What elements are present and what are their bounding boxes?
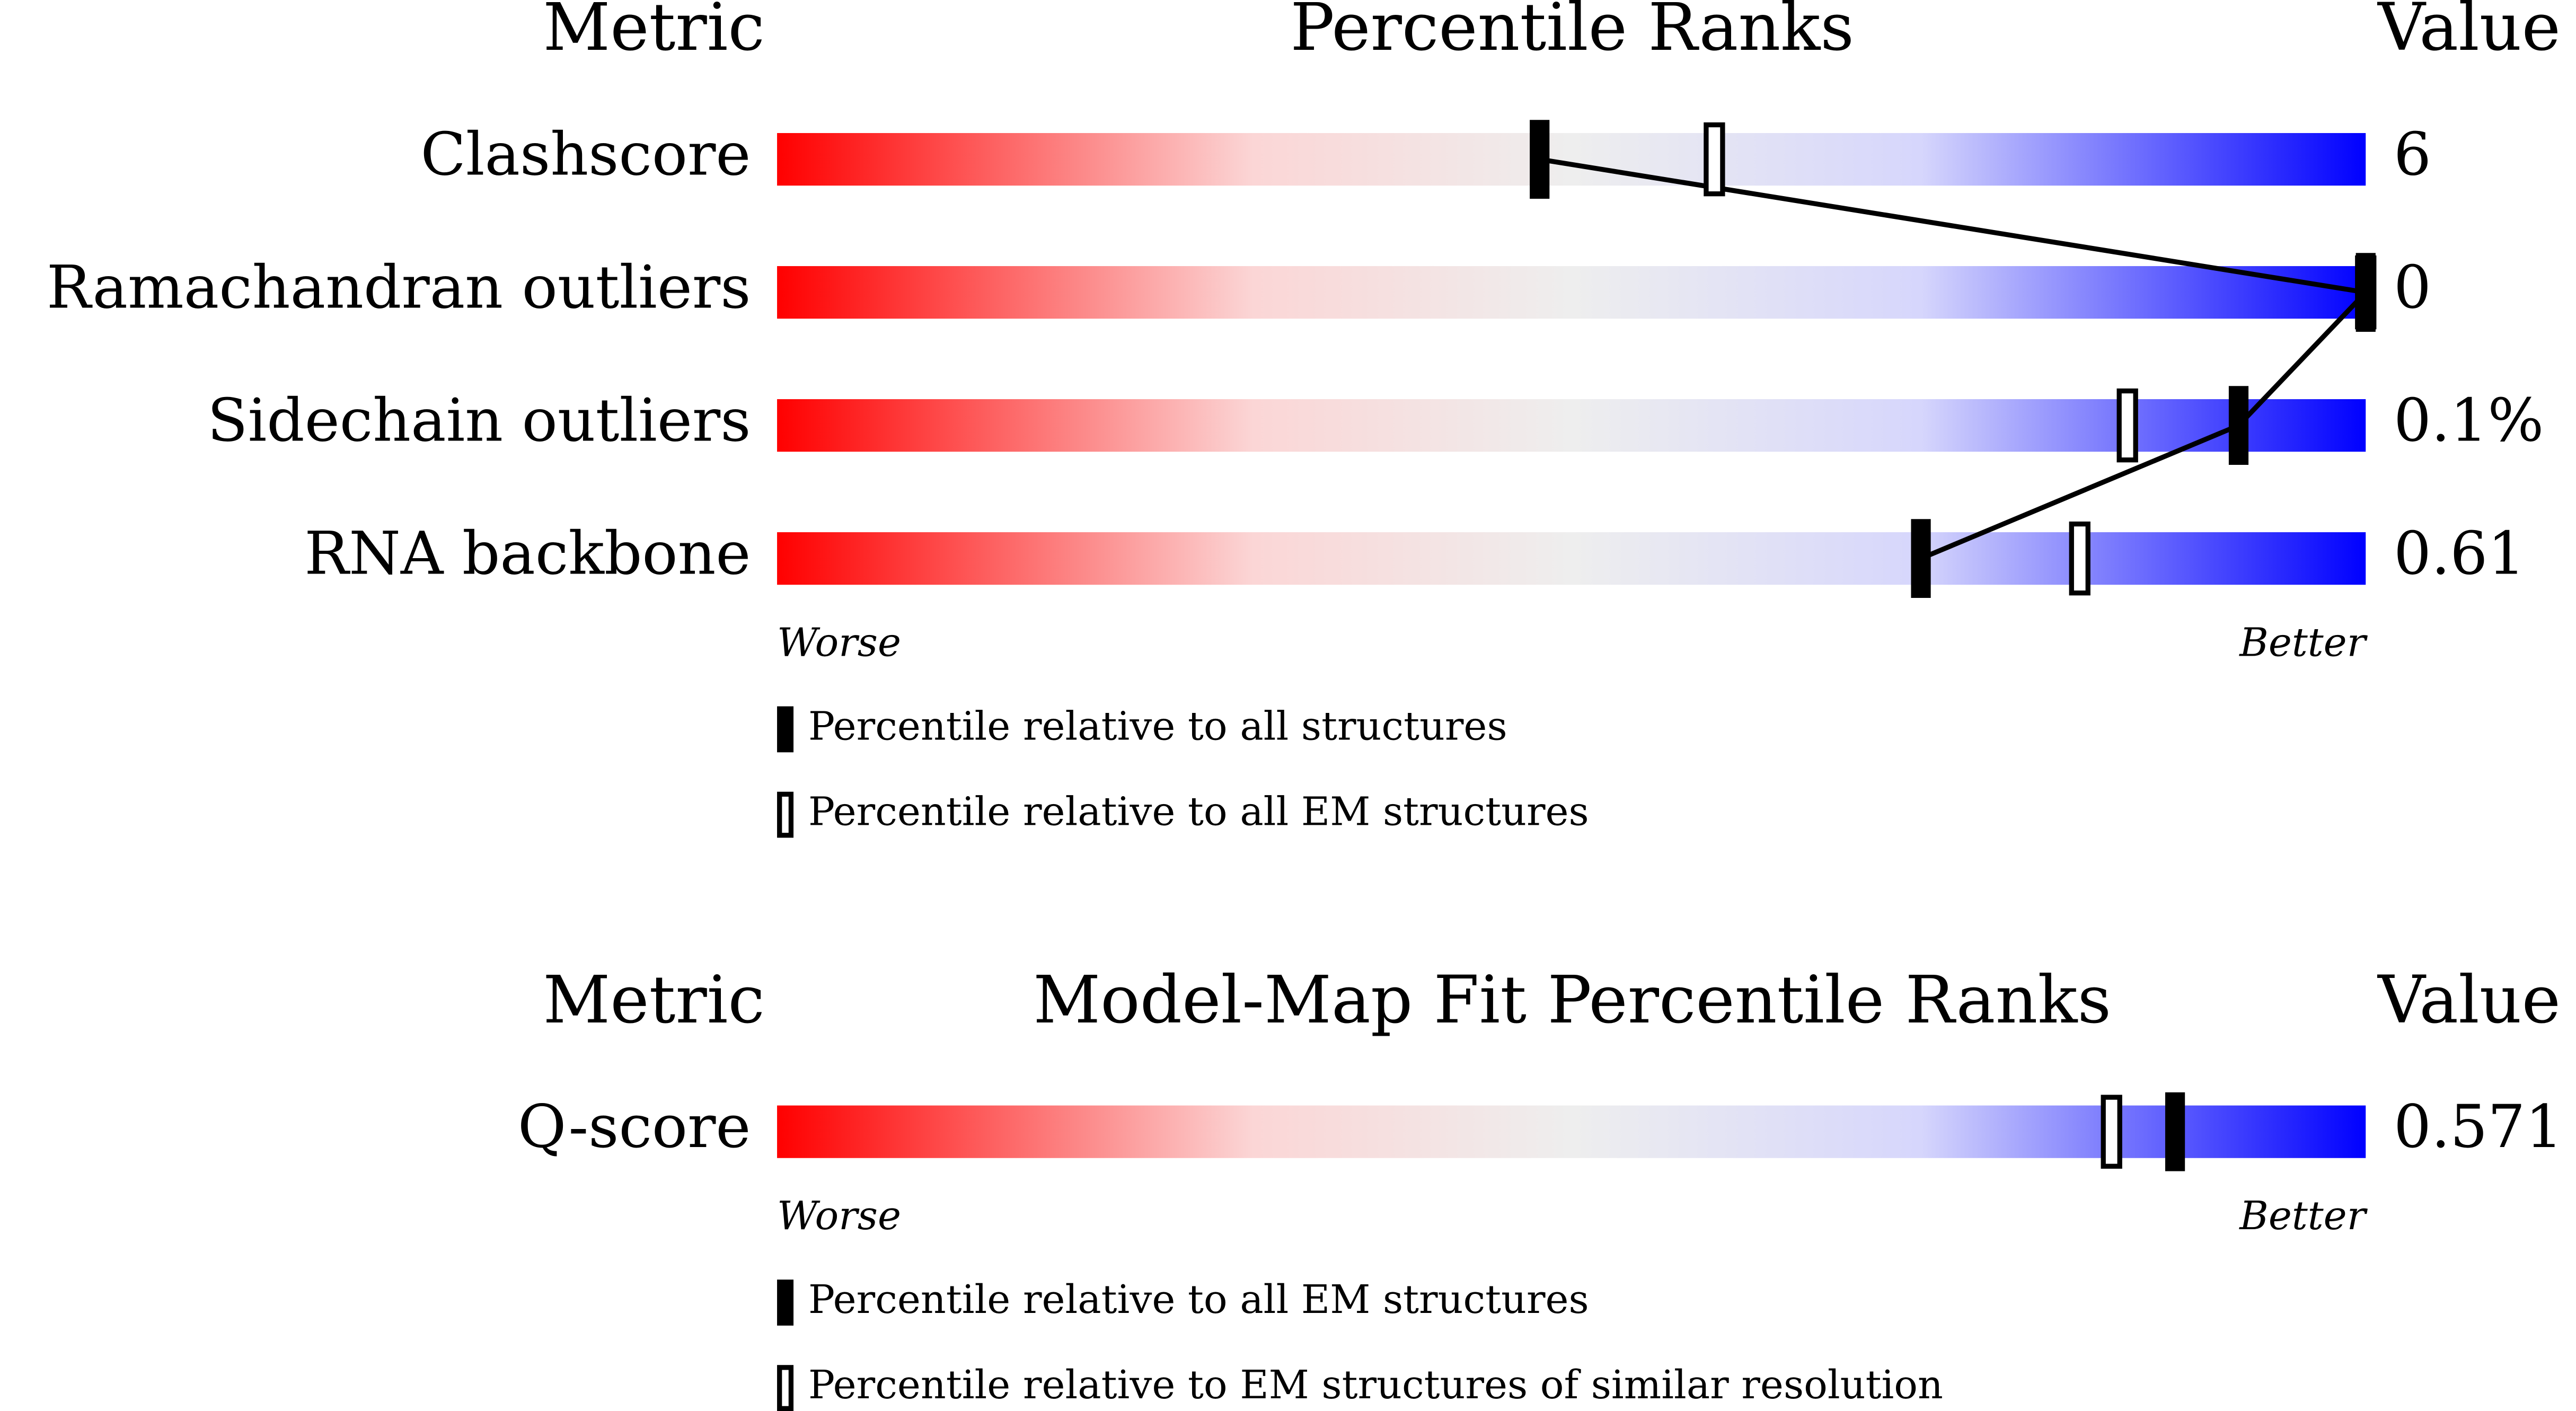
legend-marker-open — [777, 791, 794, 838]
legend-marker-filled — [777, 706, 794, 753]
marker-open — [1704, 122, 1725, 197]
marker-filled — [2165, 1092, 2185, 1171]
metric-label: Sidechain outliers — [207, 386, 751, 455]
metric-label: Clashscore — [420, 120, 751, 189]
panel-title: Model-Map Fit Percentile Ranks — [1033, 962, 2111, 1038]
marker-open — [2101, 1095, 2122, 1169]
marker-filled — [2228, 386, 2249, 465]
marker-filled — [1530, 120, 1550, 199]
connector-line — [1539, 157, 2371, 561]
marker-open — [2069, 521, 2090, 596]
slider-bar — [777, 133, 2366, 186]
slider-bar — [777, 266, 2366, 319]
metric-value: 0.571 — [2394, 1092, 2563, 1161]
value-header: Value — [2377, 962, 2561, 1038]
legend-label: Percentile relative to all structures — [808, 703, 1507, 749]
better-label: Better — [2238, 619, 2368, 665]
value-header: Value — [2377, 0, 2561, 66]
panel-title: Percentile Ranks — [1290, 0, 1854, 66]
worse-label: Worse — [777, 1193, 901, 1239]
metric-header: Metric — [543, 0, 764, 66]
marker-filled — [2356, 253, 2376, 332]
metric-header: Metric — [543, 962, 764, 1038]
slider-bar — [777, 532, 2366, 585]
legend-label: Percentile relative to all EM structures — [808, 789, 1589, 835]
better-label: Better — [2238, 1193, 2368, 1239]
metric-value: 0 — [2394, 253, 2431, 322]
metric-label: Q-score — [518, 1092, 751, 1161]
slider-bar — [777, 399, 2366, 452]
marker-open — [2116, 388, 2138, 463]
metric-value: 0.1% — [2394, 386, 2544, 455]
metric-value: 0.61 — [2394, 519, 2525, 588]
legend-label: Percentile relative to all EM structures — [808, 1276, 1589, 1322]
metric-label: RNA backbone — [304, 519, 751, 588]
legend-label: Percentile relative to EM structures of … — [808, 1362, 1943, 1408]
metric-label: Ramachandran outliers — [47, 253, 751, 322]
legend-marker-open — [777, 1365, 794, 1411]
slider-bar — [777, 1105, 2366, 1158]
worse-label: Worse — [777, 619, 901, 665]
metric-value: 6 — [2394, 120, 2431, 189]
legend-marker-filled — [777, 1280, 794, 1326]
marker-filled — [1911, 519, 1931, 598]
